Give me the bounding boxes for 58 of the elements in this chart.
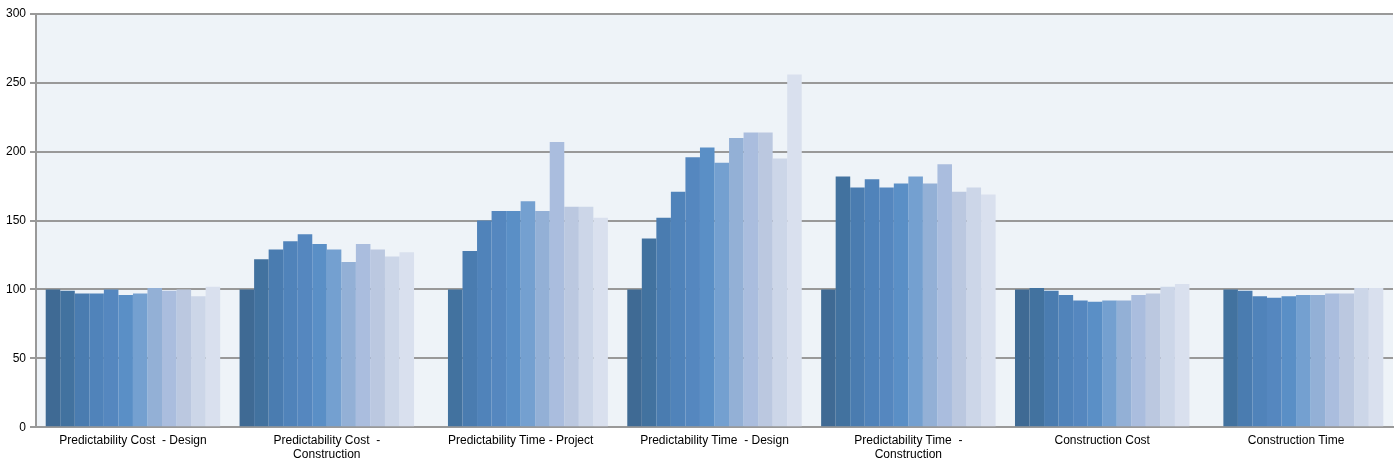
x-tick-label: Predictability Time - Project <box>447 432 594 447</box>
bar <box>1325 293 1340 427</box>
bar <box>578 206 594 427</box>
bar <box>564 206 579 427</box>
bar <box>758 132 773 427</box>
bar <box>1310 294 1326 427</box>
bar <box>399 252 415 427</box>
y-tick-label: 200 <box>5 144 27 159</box>
x-tick-label: Construction Time <box>1247 432 1345 447</box>
x-tick-label: Predictability Cost - Design <box>59 432 207 447</box>
bar <box>1223 289 1238 427</box>
x-tick-label: Predictability Time - Design <box>640 432 789 447</box>
bar <box>1160 286 1175 427</box>
bar <box>1174 283 1190 427</box>
bar <box>1368 288 1384 427</box>
y-tick-label: 250 <box>5 75 27 90</box>
bar <box>147 288 163 427</box>
bar <box>326 249 342 427</box>
bar <box>1296 294 1311 427</box>
bar <box>176 289 192 427</box>
x-tick-label: Predictability Cost - Construction <box>273 432 381 462</box>
bar <box>162 290 177 427</box>
bar <box>447 289 463 427</box>
bar <box>1145 293 1161 427</box>
y-tick-label: 100 <box>5 281 27 296</box>
bar <box>981 194 996 427</box>
bar <box>205 286 221 427</box>
bar <box>384 256 400 427</box>
bar <box>1339 293 1355 427</box>
bar <box>132 293 148 427</box>
bar <box>520 201 536 427</box>
bar <box>370 249 385 427</box>
bar <box>1354 288 1369 427</box>
bar <box>743 132 759 427</box>
y-tick-label: 0 <box>19 419 27 434</box>
bar <box>1131 294 1146 427</box>
x-tick-label: Construction Cost <box>1054 432 1151 447</box>
x-tick-label: Predictability Time - Construction <box>854 432 963 462</box>
y-tick-label: 300 <box>5 6 27 21</box>
bar <box>191 296 206 427</box>
bar <box>966 187 982 427</box>
bar <box>341 261 356 427</box>
bar <box>908 176 923 427</box>
y-tick-label: 150 <box>5 212 27 227</box>
bar <box>1116 300 1132 427</box>
bar <box>714 162 730 427</box>
bar <box>937 164 952 427</box>
y-tick-label: 50 <box>12 350 27 365</box>
bar <box>787 74 802 427</box>
bar <box>1102 300 1117 427</box>
bar <box>535 210 550 427</box>
bar <box>772 158 788 427</box>
bar <box>355 244 371 427</box>
bar <box>549 142 565 427</box>
bar <box>951 191 967 427</box>
bar <box>922 183 938 427</box>
bar <box>593 217 608 427</box>
bar <box>729 137 744 427</box>
